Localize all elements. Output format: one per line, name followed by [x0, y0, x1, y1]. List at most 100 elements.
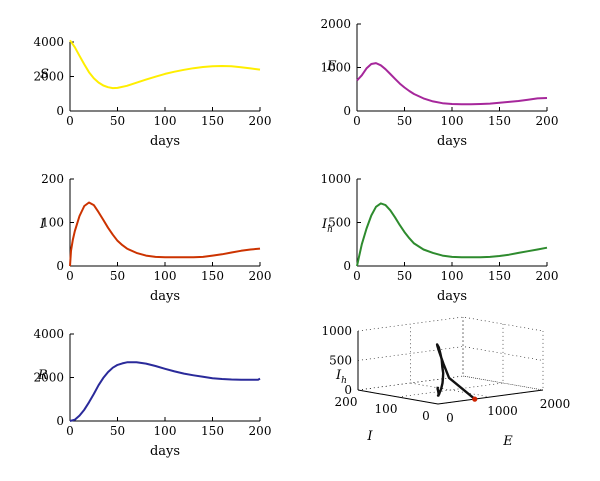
- grid-line: [357, 346, 544, 361]
- data-point: [103, 377, 105, 379]
- data-point: [79, 415, 81, 417]
- data-point: [74, 419, 76, 421]
- data-point: [164, 257, 166, 259]
- y-axis-label: I: [39, 217, 46, 232]
- data-point: [174, 257, 176, 259]
- data-point: [145, 363, 147, 365]
- y-tick-label: 200: [41, 172, 64, 186]
- data-point: [74, 230, 76, 232]
- y-tick-label: 0: [56, 104, 64, 118]
- data-point: [174, 71, 176, 73]
- data-point: [112, 367, 114, 369]
- y-axis-label-main: S: [40, 67, 49, 82]
- x-tick-label: 0: [66, 114, 74, 128]
- y-axis-label-main: I: [321, 217, 328, 232]
- data-point: [107, 227, 109, 229]
- data-point: [155, 365, 157, 367]
- x-axis-label: days: [150, 444, 180, 459]
- e-axis-line: [437, 389, 544, 405]
- x-tick-label: 200: [249, 424, 272, 438]
- data-point: [126, 248, 128, 250]
- y-tick-label: 1000: [320, 61, 351, 75]
- data-point: [69, 420, 71, 422]
- i-axis-label: I: [366, 429, 373, 444]
- data-point: [88, 202, 90, 204]
- data-point: [470, 257, 472, 259]
- data-point: [394, 78, 396, 80]
- data-point: [358, 257, 360, 259]
- x-tick-label: 100: [154, 269, 177, 283]
- data-point: [117, 240, 119, 242]
- x-tick-label: 150: [488, 269, 511, 283]
- data-point: [508, 101, 510, 103]
- start-point-marker: [472, 396, 478, 402]
- data-point: [380, 203, 382, 205]
- y-tick-label: 500: [328, 216, 351, 230]
- data-point: [423, 249, 425, 251]
- data-point: [98, 82, 100, 84]
- i-tick-label: 100: [375, 402, 398, 416]
- x-axis-label: days: [150, 289, 180, 304]
- data-point: [404, 231, 406, 233]
- x-tick-label: 200: [249, 269, 272, 283]
- data-point: [390, 73, 392, 75]
- data-point: [257, 379, 259, 381]
- y-axis-label: Ih: [321, 217, 333, 235]
- data-point: [212, 255, 214, 257]
- data-point: [413, 93, 415, 95]
- chart-panel-3d: 0 500 1000 0 1000 2000 0 100 200 Ih E I: [321, 316, 570, 449]
- series-line: [356, 202, 548, 267]
- x-tick-label: 50: [397, 269, 412, 283]
- data-point: [451, 256, 453, 258]
- z-axis-label-main: I: [335, 368, 342, 383]
- data-point: [371, 63, 373, 65]
- y-tick-label: 0: [343, 104, 351, 118]
- data-point: [202, 66, 204, 68]
- data-point: [231, 66, 233, 68]
- data-point: [98, 385, 100, 387]
- data-point: [461, 257, 463, 259]
- data-point: [126, 85, 128, 87]
- data-point: [221, 254, 223, 256]
- data-point: [112, 87, 114, 89]
- data-point: [145, 255, 147, 257]
- data-point: [164, 73, 166, 75]
- x-tick-label: 0: [353, 269, 361, 283]
- data-point: [88, 71, 90, 73]
- data-point: [174, 371, 176, 373]
- y-tick-label: 2000: [33, 371, 64, 385]
- x-tick-label: 200: [249, 114, 272, 128]
- z-tick-label: 1000: [321, 324, 352, 338]
- chart-panel-4: 0 50 100 150 200 0 500 1000 days Ih: [320, 172, 558, 304]
- x-tick-label: 200: [536, 269, 559, 283]
- data-point: [122, 363, 124, 365]
- data-point: [107, 86, 109, 88]
- data-point: [470, 104, 472, 106]
- data-point: [409, 237, 411, 239]
- x-tick-label: 150: [488, 114, 511, 128]
- data-point: [112, 234, 114, 236]
- data-point: [375, 62, 377, 64]
- x-tick-label: 0: [353, 114, 361, 128]
- data-point: [145, 79, 147, 81]
- chart-panel-3: 0 50 100 150 200 0 100 200 days I: [39, 172, 271, 304]
- data-point: [385, 204, 387, 206]
- y-tick-label: 0: [56, 414, 64, 428]
- y-tick-label: 2000: [33, 70, 64, 84]
- grid-line: [462, 317, 544, 391]
- x-axis-label: days: [150, 134, 180, 149]
- i-tick-label: 200: [335, 395, 358, 409]
- data-point: [117, 87, 119, 89]
- data-point: [518, 252, 520, 254]
- y-axis-label: S: [40, 67, 49, 82]
- e-axis-label: E: [502, 434, 513, 449]
- y-axis-label: R: [37, 368, 48, 383]
- data-point: [442, 102, 444, 104]
- data-point: [546, 247, 548, 249]
- data-point: [231, 379, 233, 381]
- data-point: [69, 265, 71, 267]
- data-point: [413, 243, 415, 245]
- data-point: [499, 255, 501, 257]
- grid-line: [357, 316, 544, 332]
